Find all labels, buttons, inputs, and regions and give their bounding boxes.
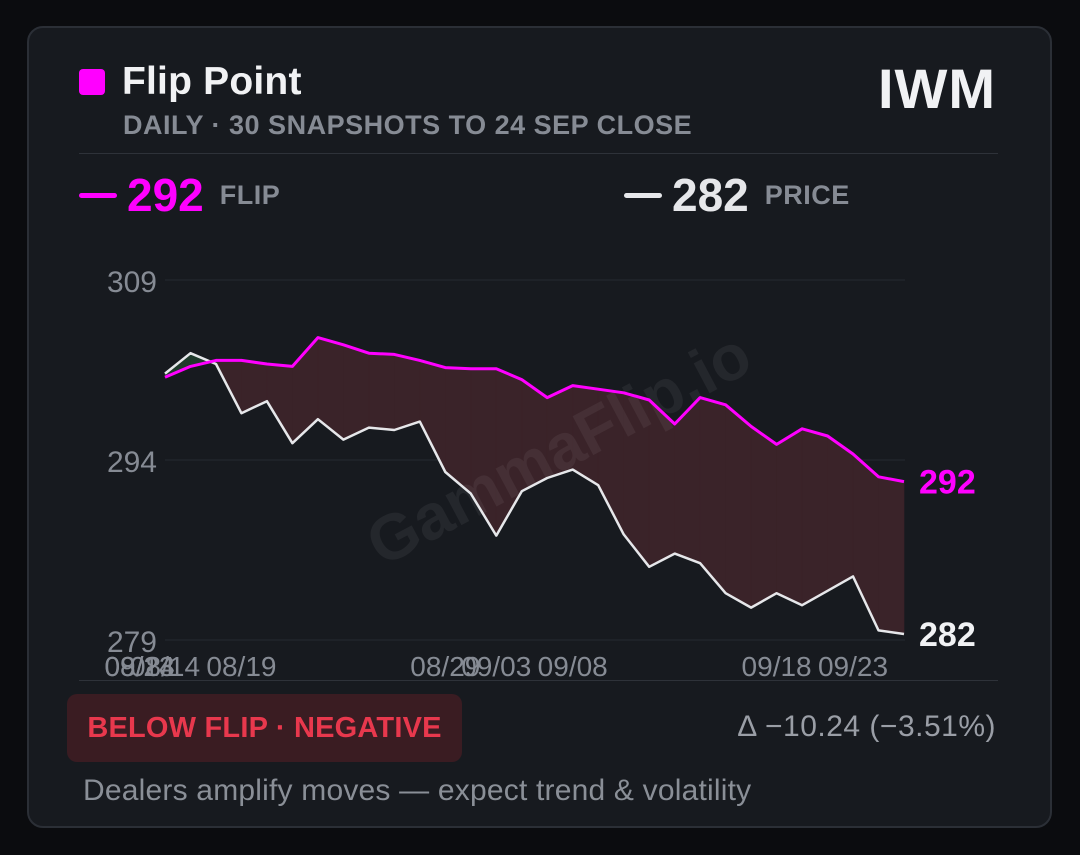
regime-note: Dealers amplify moves — expect trend & v… <box>83 774 752 807</box>
x-tick-label: 08/24 <box>104 651 174 682</box>
fill-segment-below <box>776 428 803 606</box>
x-tick-label: 08/19 <box>206 651 276 682</box>
fill-segment-below <box>241 360 268 414</box>
status-badge: BELOW FLIP · NEGATIVE <box>67 694 462 762</box>
fill-segment-below <box>878 476 905 635</box>
flip-end-label: 292 <box>919 464 976 502</box>
flip-stat-value: 292 <box>127 169 204 221</box>
y-tick-label: 279 <box>107 626 157 659</box>
fill-segment-below <box>266 363 293 445</box>
price-legend-dash <box>624 192 662 198</box>
y-tick-label: 309 <box>107 266 157 299</box>
price-series-line <box>164 351 905 636</box>
fill-segment-below <box>750 425 777 609</box>
price-end-label: 282 <box>919 616 976 654</box>
x-tick-label: 09/13 <box>104 651 174 682</box>
header-divider <box>79 153 998 154</box>
price-stat-label: PRICE <box>764 179 850 210</box>
fill-segment-below <box>699 397 726 595</box>
x-tick-label: 09/08 <box>538 651 608 682</box>
flip-point-card: Flip Point IWM DAILY · 30 SNAPSHOTS TO 2… <box>27 26 1052 828</box>
price-stat: 282 PRICE <box>624 168 850 222</box>
fill-segment-below <box>368 352 395 431</box>
fill-segment-below <box>419 360 446 473</box>
x-tick-label: 09/23 <box>818 651 888 682</box>
x-tick-label: 08/29 <box>410 651 480 682</box>
fill-segment-below <box>725 404 752 609</box>
fill-segment-below <box>827 435 854 592</box>
price-stat-value: 282 <box>672 169 749 221</box>
fill-segment-below <box>317 337 344 441</box>
y-tick-label: 294 <box>107 446 157 479</box>
flip-color-swatch <box>79 69 105 95</box>
x-tick-label: 09/03 <box>461 651 531 682</box>
flip-stat: 292 FLIP <box>79 168 280 222</box>
card-subtitle: DAILY · 30 SNAPSHOTS TO 24 SEP CLOSE <box>123 110 693 140</box>
flip-legend-dash <box>79 192 117 198</box>
flip-series-line <box>164 336 905 484</box>
ticker-symbol: IWM <box>877 57 996 120</box>
delta-readout: Δ −10.24 (−3.51%) <box>737 710 996 743</box>
footer-divider <box>79 680 998 681</box>
x-tick-label: 08/14 <box>130 651 200 682</box>
fill-segment-below <box>394 354 421 431</box>
card-title: Flip Point <box>122 60 302 103</box>
x-tick-label: 09/18 <box>742 651 812 682</box>
fill-segment-below <box>343 344 370 441</box>
title-row: Flip Point <box>79 60 302 104</box>
fill-segment-below <box>801 428 828 606</box>
flip-stat-label: FLIP <box>219 179 281 210</box>
status-badge-label: BELOW FLIP · NEGATIVE <box>87 711 442 744</box>
